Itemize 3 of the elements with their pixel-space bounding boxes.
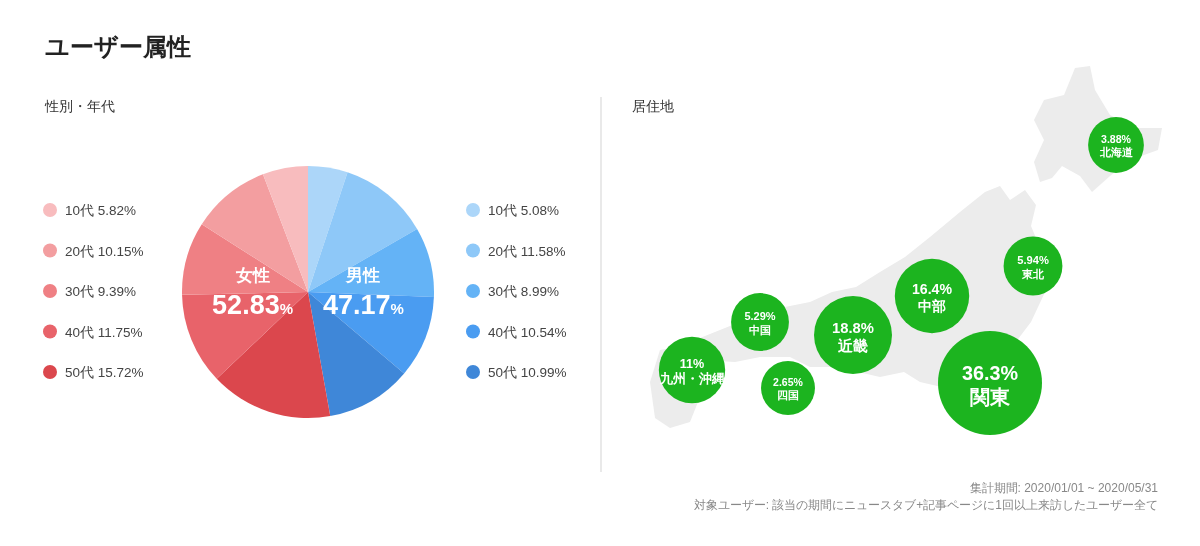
subtitle: 性別・年代 bbox=[45, 98, 115, 114]
title: ユーザー属性 bbox=[45, 33, 191, 60]
title: 居住地 bbox=[632, 98, 674, 114]
